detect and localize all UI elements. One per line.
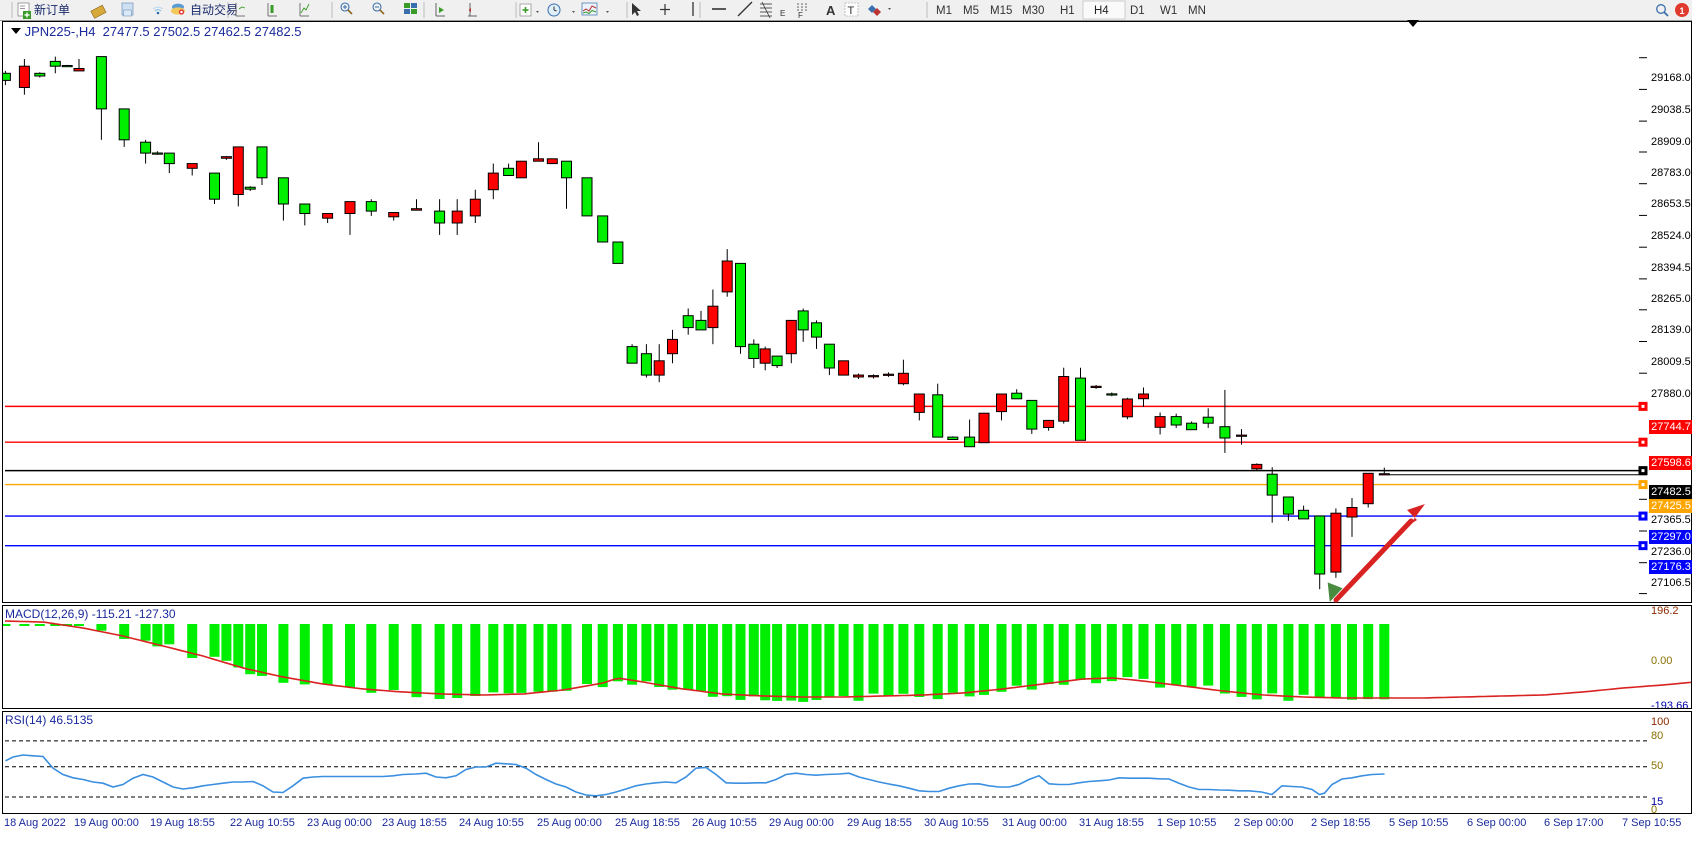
svg-text:H1: H1 [1060, 5, 1075, 17]
svg-text:D1: D1 [1130, 5, 1145, 17]
svg-text:W1: W1 [1160, 5, 1177, 17]
svg-text:自动交易: 自动交易 [190, 2, 238, 17]
svg-text:M1: M1 [936, 5, 952, 17]
svg-text:M30: M30 [1022, 5, 1044, 17]
svg-text:E: E [780, 9, 785, 18]
svg-text:M15: M15 [990, 5, 1012, 17]
svg-text:H4: H4 [1094, 5, 1109, 17]
svg-text:MN: MN [1188, 5, 1206, 17]
svg-text:F: F [798, 11, 803, 20]
svg-text:A: A [826, 3, 836, 18]
svg-text:M5: M5 [963, 5, 979, 17]
svg-text:T: T [848, 5, 855, 17]
svg-text:1: 1 [1679, 6, 1684, 16]
svg-text:新订单: 新订单 [34, 2, 70, 17]
